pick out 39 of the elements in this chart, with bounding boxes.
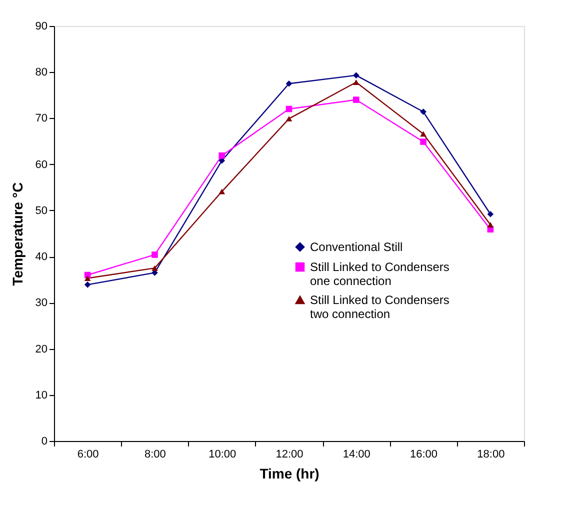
y-tick-label: 80 xyxy=(35,66,48,79)
point xyxy=(84,275,91,281)
x-tick-label: 18:00 xyxy=(477,448,505,460)
point xyxy=(152,252,158,258)
x-tick-label: 16:00 xyxy=(410,448,438,460)
y-tick-label: 90 xyxy=(35,20,48,32)
point xyxy=(218,152,226,159)
point xyxy=(84,282,91,288)
x-tick-label: 10:00 xyxy=(208,448,236,460)
point xyxy=(286,80,292,87)
y-tick-label: 10 xyxy=(35,389,48,402)
point xyxy=(352,80,360,85)
point xyxy=(352,72,360,78)
y-tick-label: 0 xyxy=(41,436,48,448)
point xyxy=(218,188,226,194)
y-tick-label: 40 xyxy=(35,251,48,264)
x-tick-label: 6:00 xyxy=(77,448,99,460)
x-tick-label: 8:00 xyxy=(144,448,166,460)
legend-label: Conventional Still xyxy=(310,240,403,254)
x-tick-label: 14:00 xyxy=(342,448,370,460)
y-tick-label: 20 xyxy=(35,343,48,356)
point xyxy=(487,210,494,218)
y-tick-label: 60 xyxy=(35,158,48,171)
point xyxy=(352,96,360,103)
point xyxy=(286,106,292,112)
y-tick-label: 70 xyxy=(35,112,48,125)
x-tick-label: 12:00 xyxy=(276,448,304,460)
point xyxy=(420,131,426,137)
y-tick-label: 30 xyxy=(35,297,48,310)
legend-label: Still Linked to Condensers two connection xyxy=(310,293,450,321)
legend-label: Still Linked to Condensers one connection xyxy=(310,260,450,288)
point xyxy=(420,138,426,145)
y-axis-title: Temperature °C xyxy=(9,182,26,286)
point xyxy=(152,265,158,271)
point xyxy=(286,116,292,122)
y-tick-label: 50 xyxy=(35,204,48,217)
x-axis-title: Time (hr) xyxy=(260,466,320,482)
point xyxy=(420,108,426,115)
point xyxy=(487,222,494,228)
